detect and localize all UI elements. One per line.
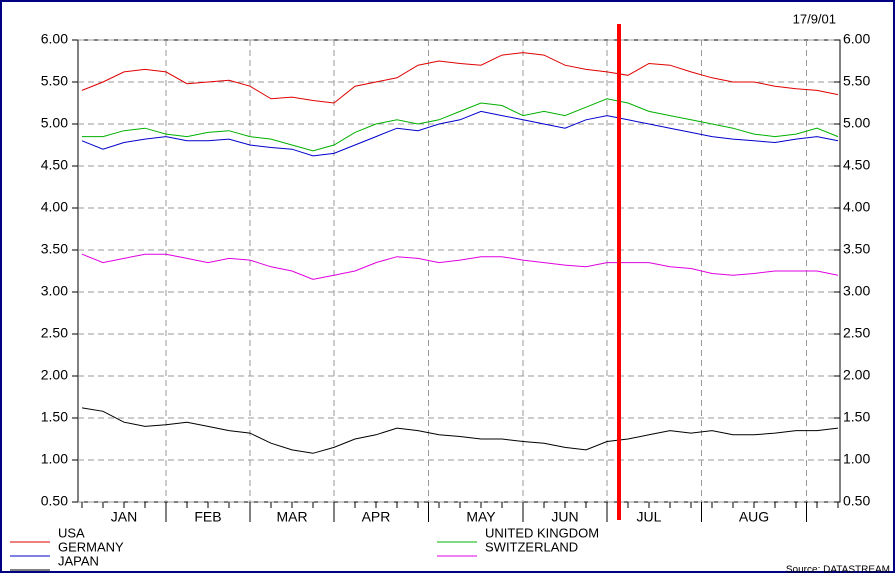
y-tick-label: 4.00 xyxy=(41,199,68,215)
y-tick-label: 2.00 xyxy=(41,367,68,383)
y-tick-label: 6.00 xyxy=(41,31,68,47)
y-tick-label: 1.00 xyxy=(41,451,68,467)
legend-label: GERMANY xyxy=(58,539,124,554)
x-tick-label: AUG xyxy=(739,509,769,525)
x-tick-label: MAR xyxy=(276,509,307,525)
y2-tick-label: 1.50 xyxy=(843,409,870,425)
y-tick-label: 3.00 xyxy=(41,283,68,299)
y2-tick-label: 4.50 xyxy=(843,157,870,173)
x-tick-label: FEB xyxy=(194,509,221,525)
y-tick-label: 5.50 xyxy=(41,73,68,89)
series-line xyxy=(81,253,839,280)
y2-tick-label: 2.50 xyxy=(843,325,870,341)
y2-tick-label: 4.00 xyxy=(843,199,870,215)
y-tick-label: 0.50 xyxy=(41,493,68,509)
series-line xyxy=(81,52,839,104)
y2-tick-label: 2.00 xyxy=(843,367,870,383)
lines xyxy=(81,52,839,454)
y2-tick-label: 3.00 xyxy=(843,283,870,299)
series-line xyxy=(81,407,839,454)
series-line xyxy=(81,110,839,157)
source-label: Source: DATASTREAM xyxy=(786,565,890,574)
y-tick-label: 2.50 xyxy=(41,325,68,341)
y-tick-label: 4.50 xyxy=(41,157,68,173)
legend-label: USA xyxy=(58,525,85,540)
x-tick-label: JUN xyxy=(551,509,578,525)
date-label: 17/9/01 xyxy=(793,11,836,26)
legend-label: JAPAN xyxy=(58,553,99,568)
y-tick-label: 1.50 xyxy=(41,409,68,425)
x-tick-label: MAY xyxy=(466,509,496,525)
x-tick-label: JAN xyxy=(111,509,137,525)
grid: 0.50 1.00 1.50 2.00 2.50 3.00 3.50 4.00 4.50 5.00… xyxy=(41,31,871,525)
y2-tick-label: 3.50 xyxy=(843,241,870,257)
y-tick-label: 5.00 xyxy=(41,115,68,131)
y2-tick-label: 0.50 xyxy=(843,493,870,509)
series-line xyxy=(82,98,839,152)
y-tick-label: 3.50 xyxy=(41,241,68,257)
x-tick-label: APR xyxy=(362,509,391,525)
x-tick-label: JUL xyxy=(637,509,662,525)
y2-tick-label: 5.50 xyxy=(843,73,870,89)
y2-tick-label: 5.00 xyxy=(843,115,870,131)
y2-tick-label: 6.00 xyxy=(843,31,870,47)
legend-label: UNITED KINGDOM xyxy=(485,525,599,540)
legend-label: SWITZERLAND xyxy=(485,539,578,554)
y2-tick-label: 1.00 xyxy=(843,451,870,467)
